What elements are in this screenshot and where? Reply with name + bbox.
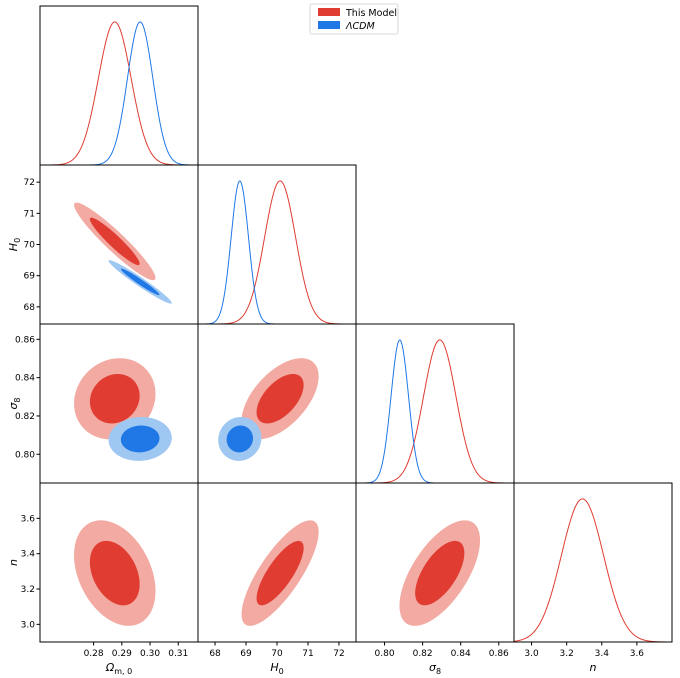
yaxis-label-h0: H0: [7, 238, 22, 251]
contour-layer: [74, 202, 481, 626]
panel-om-om: [39, 5, 199, 166]
legend-label-this-model: This Model: [345, 8, 397, 19]
xtick-label-h0: 72: [333, 649, 344, 659]
marginal-lcdm-s8: [356, 339, 514, 484]
xaxis-label-n: n: [590, 661, 597, 674]
contour-1sigma-this-model-s8-n: [415, 540, 465, 606]
panel-h0-h0: [197, 164, 357, 325]
xtick-label-om: 0.31: [168, 649, 188, 659]
xtick-label-om: 0.29: [112, 649, 132, 659]
xaxis-label-s8: σ8: [429, 661, 441, 676]
xtick-label-s8: 0.80: [375, 649, 395, 659]
contour-1sigma-this-model-h0-n: [256, 540, 304, 606]
xtick-label-s8: 0.86: [489, 649, 509, 659]
xtick-label-n: 3.6: [630, 649, 645, 659]
xtick-label-om: 0.28: [84, 649, 104, 659]
ytick-label-h0: 68: [24, 303, 36, 313]
marginal-lcdm-om: [40, 21, 199, 166]
legend: This Model ΛCDM: [309, 3, 399, 35]
marginal-lcdm-h0: [198, 180, 356, 325]
ytick-label-s8: 0.80: [15, 450, 35, 460]
marginal-this-model-s8: [356, 339, 514, 484]
xtick-label-h0: 71: [302, 649, 313, 659]
legend-label-lcdm: ΛCDM: [345, 21, 375, 32]
ytick-label-h0: 69: [24, 272, 36, 282]
ytick-label-h0: 71: [24, 209, 35, 219]
legend-swatch-lcdm: [318, 21, 340, 29]
ytick-label-s8: 0.84: [15, 374, 35, 384]
panel-s8-s8: [355, 323, 515, 484]
contour-1sigma-lcdm-h0-s8: [226, 425, 254, 453]
contour-1sigma-lcdm-om-s8: [120, 425, 160, 453]
contour-1sigma-this-model-om-n: [89, 540, 140, 606]
xtick-label-s8: 0.82: [413, 649, 433, 659]
xtick-label-h0: 69: [240, 649, 252, 659]
marginal-this-model-h0: [198, 180, 356, 325]
contour-1sigma-lcdm-om-h0: [120, 268, 160, 296]
xaxis-label-om: Ωm, 0: [105, 661, 132, 676]
xtick-label-s8: 0.84: [451, 649, 471, 659]
xtick-label-n: 3.0: [524, 649, 539, 659]
ytick-label-s8: 0.86: [15, 335, 35, 345]
ytick-label-h0: 70: [24, 241, 36, 251]
contour-1sigma-this-model-om-s8: [89, 373, 140, 424]
legend-swatch-this-model: [318, 8, 340, 16]
ytick-label-n: 3.6: [21, 514, 36, 524]
contour-1sigma-this-model-om-h0: [89, 217, 140, 266]
ytick-label-n: 3.2: [21, 585, 35, 595]
xtick-label-h0: 70: [271, 649, 283, 659]
xtick-label-n: 3.4: [595, 649, 610, 659]
ytick-label-n: 3.0: [21, 620, 36, 630]
xtick-label-n: 3.2: [560, 649, 574, 659]
ytick-label-h0: 72: [24, 178, 35, 188]
xtick-label-h0: 68: [209, 649, 221, 659]
panel-frames: [39, 5, 673, 643]
panel-n-n: [513, 482, 673, 643]
ytick-label-n: 3.4: [21, 550, 36, 560]
yaxis-label-s8: σ8: [7, 397, 22, 409]
xaxis-label-h0: H0: [270, 661, 283, 676]
ytick-label-s8: 0.82: [15, 412, 35, 422]
xtick-label-om: 0.30: [140, 649, 160, 659]
marginal-this-model-om: [39, 21, 198, 166]
yaxis-label-n: n: [7, 559, 20, 566]
contour-1sigma-this-model-h0-s8: [256, 373, 304, 424]
marginal-this-model-n: [513, 498, 672, 643]
tick-layer: 0.28 0.29 0.30 0.31 Ωm, 0 68 69 70 71 72 H0 0.80 0.8…: [7, 178, 644, 676]
